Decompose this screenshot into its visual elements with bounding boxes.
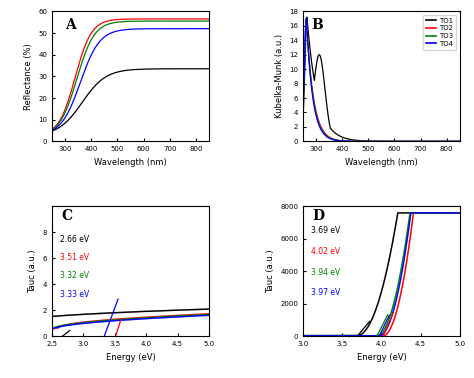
Legend: TO1, TO2, TO3, TO4: TO1, TO2, TO3, TO4 — [423, 15, 456, 50]
Text: 3.69 eV: 3.69 eV — [311, 226, 340, 235]
Text: 4.02 eV: 4.02 eV — [311, 247, 340, 256]
Text: B: B — [311, 18, 323, 32]
Text: 2.66 eV: 2.66 eV — [60, 235, 89, 244]
X-axis label: Energy (eV): Energy (eV) — [356, 353, 406, 362]
Text: C: C — [62, 209, 73, 223]
Text: 3.51 eV: 3.51 eV — [60, 253, 89, 262]
Text: A: A — [64, 18, 75, 32]
X-axis label: Wavelength (nm): Wavelength (nm) — [345, 158, 418, 167]
Text: 3.97 eV: 3.97 eV — [311, 288, 340, 297]
Y-axis label: Tauc (a.u.): Tauc (a.u.) — [28, 249, 37, 293]
X-axis label: Wavelength (nm): Wavelength (nm) — [94, 158, 167, 167]
Y-axis label: Reflectance (%): Reflectance (%) — [24, 43, 33, 110]
Text: 3.33 eV: 3.33 eV — [60, 290, 89, 299]
Y-axis label: Tauc (a.u.): Tauc (a.u.) — [265, 249, 274, 293]
Text: 3.32 eV: 3.32 eV — [60, 271, 89, 280]
Text: 3.94 eV: 3.94 eV — [311, 268, 340, 276]
Text: D: D — [312, 209, 325, 223]
X-axis label: Energy (eV): Energy (eV) — [106, 353, 155, 362]
Y-axis label: Kubelka-Munk (a.u.): Kubelka-Munk (a.u.) — [274, 34, 283, 118]
